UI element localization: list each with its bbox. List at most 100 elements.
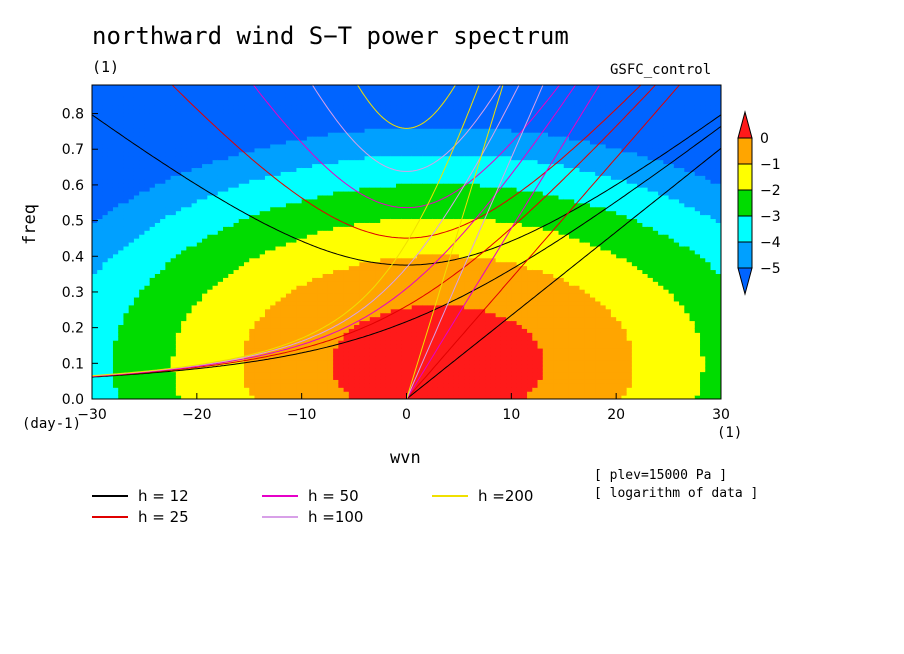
field-cell [92, 249, 98, 255]
field-cell [102, 289, 109, 294]
field-cell [254, 269, 261, 274]
field-cell [359, 395, 366, 399]
field-cell [149, 312, 156, 318]
field-cell [270, 230, 277, 235]
field-cell [223, 347, 229, 353]
field-cell [306, 187, 313, 192]
field-cell [385, 175, 392, 180]
field-cell [128, 261, 135, 267]
field-cell [348, 355, 355, 361]
field-cell [348, 273, 355, 278]
field-cell [92, 187, 98, 192]
field-cell [354, 391, 360, 396]
field-cell [401, 230, 408, 235]
field-cell [244, 234, 250, 239]
field-cell [254, 324, 261, 329]
field-cell [369, 187, 376, 192]
field-cell [306, 222, 313, 227]
field-cell [139, 85, 146, 90]
field-cell [359, 108, 366, 114]
field-cell [170, 187, 177, 192]
field-cell [228, 300, 235, 306]
field-cell [233, 253, 240, 259]
field-cell [139, 151, 146, 157]
field-cell [133, 351, 140, 357]
field-cell [385, 159, 392, 165]
field-cell [139, 88, 146, 94]
field-cell [186, 277, 193, 282]
field-cell [280, 85, 287, 90]
field-cell [343, 387, 350, 392]
field-cell [175, 104, 182, 110]
field-cell [228, 124, 235, 129]
field-cell [333, 363, 339, 369]
field-cell [123, 285, 130, 290]
field-cell [411, 265, 418, 271]
field-cell [369, 387, 376, 392]
field-cell [128, 387, 135, 392]
field-cell [191, 85, 198, 90]
field-cell [149, 104, 156, 110]
field-cell [102, 347, 109, 353]
field-cell [390, 147, 397, 153]
field-cell [322, 136, 329, 141]
field-cell [264, 355, 271, 361]
field-cell [212, 214, 219, 220]
field-cell [401, 214, 408, 220]
field-cell [259, 234, 266, 239]
field-cell [390, 124, 397, 129]
field-cell [160, 285, 166, 290]
field-cell [217, 375, 224, 380]
field-cell [233, 379, 240, 384]
field-cell [160, 253, 166, 259]
field-cell [102, 257, 109, 263]
field-cell [191, 367, 198, 373]
field-cell [406, 155, 413, 161]
field-cell [354, 183, 360, 188]
field-cell [343, 167, 350, 172]
field-cell [186, 218, 193, 223]
field-cell [359, 96, 366, 102]
field-cell [144, 116, 151, 121]
field-cell [160, 363, 166, 369]
field-cell [228, 371, 235, 377]
field-cell [97, 230, 104, 235]
field-cell [385, 387, 392, 392]
field-cell [306, 171, 313, 176]
field-cell [139, 289, 146, 294]
field-cell [244, 249, 250, 255]
field-cell [181, 332, 187, 337]
field-cell [264, 375, 271, 380]
field-cell [223, 147, 229, 153]
field-cell [154, 332, 161, 337]
field-cell [380, 238, 387, 243]
field-cell [411, 351, 418, 357]
field-cell [285, 143, 292, 149]
field-cell [259, 230, 266, 235]
field-cell [259, 269, 266, 274]
field-cell [191, 269, 198, 274]
field-cell [112, 312, 119, 318]
field-cell [112, 296, 119, 302]
field-cell [133, 293, 140, 298]
field-cell [380, 340, 387, 345]
field-cell [396, 304, 402, 310]
field-cell [259, 151, 266, 157]
field-cell [275, 332, 282, 337]
field-cell [280, 324, 287, 329]
field-cell [97, 147, 104, 153]
field-cell [327, 379, 334, 384]
field-cell [118, 155, 125, 161]
field-cell [191, 395, 198, 399]
field-cell [112, 242, 119, 247]
field-cell [317, 136, 324, 141]
field-cell [249, 387, 256, 392]
field-cell [333, 238, 339, 243]
field-cell [212, 206, 219, 212]
field-cell [165, 167, 172, 172]
field-cell [228, 120, 235, 125]
field-cell [139, 300, 146, 306]
field-cell [165, 308, 172, 314]
field-cell [375, 136, 381, 141]
field-cell [296, 277, 303, 282]
